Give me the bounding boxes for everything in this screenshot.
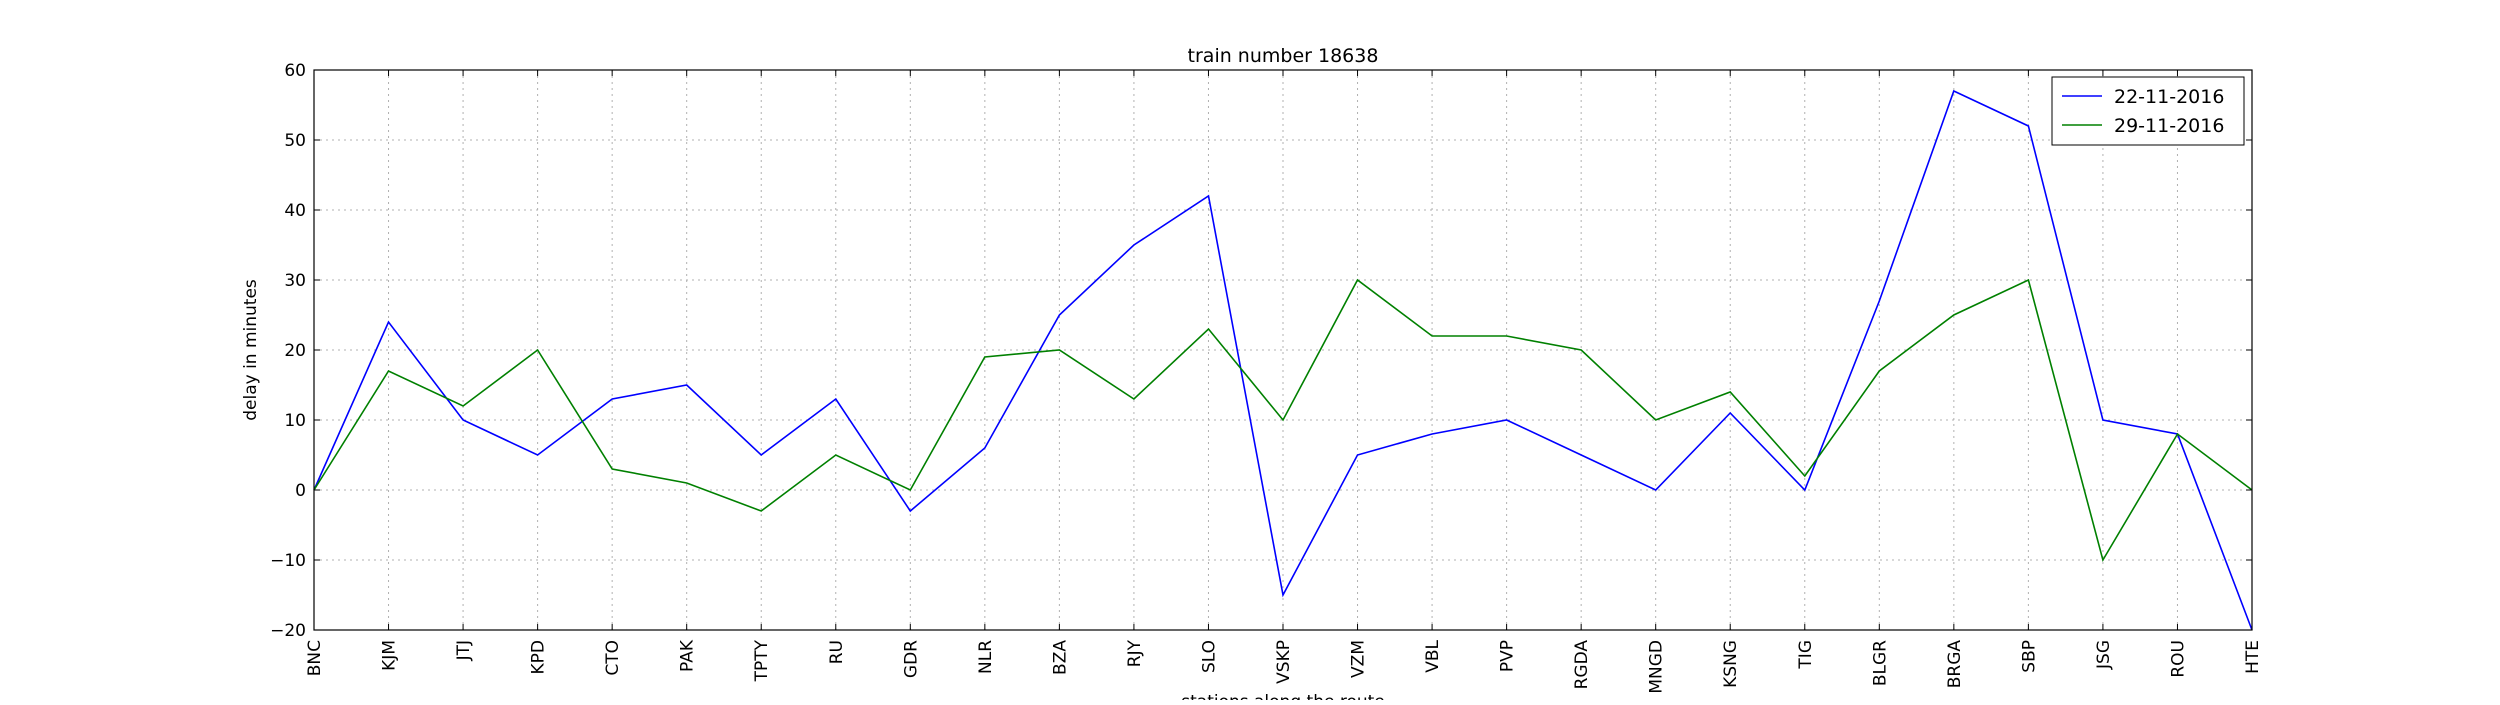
x-axis-label: stations along the route [1181,692,1385,700]
x-tick-label: GDR [901,640,921,678]
legend: 22-11-2016 29-11-2016 [2051,76,2245,146]
x-tick-label: BNC [305,640,325,676]
x-tick-label: RU [827,640,847,664]
x-tick-label: SLO [1199,640,1219,673]
y-tick-label: −10 [270,551,306,571]
x-tick-label: TIG [1796,640,1816,670]
y-axis-label: delay in minutes [241,279,261,421]
x-tick-label: RGDA [1572,640,1592,690]
x-tick-label: MNGD [1647,640,1667,694]
x-tick-label: KPD [529,640,549,675]
x-tick-label: JTJ [454,640,474,661]
y-tick-label: 30 [284,271,306,291]
grid [313,69,2253,631]
x-tick-label: JSG [2094,640,2114,670]
ticks: BNC KJM JTJ KPD CTO PAK TPTY RU GDR NLR BZA RJY SLO V… [270,61,2263,694]
chart-title: train number 18638 [1188,45,1379,67]
x-tick-label: VBL [1423,639,1443,672]
x-tick-label: NLR [976,640,996,674]
x-tick-label: RJY [1125,639,1145,667]
series-line [313,278,2253,563]
x-tick-label: TPTY [752,639,772,682]
x-tick-label: BLGR [1870,640,1890,686]
y-tick-label: 60 [284,61,306,81]
y-tick-label: −20 [270,621,306,641]
x-tick-label: PAK [678,639,698,672]
x-tick-label: BRGA [1945,640,1965,689]
x-tick-label: SBP [2019,640,2039,673]
x-tick-label: VSKP [1274,640,1294,684]
x-tick-label: PVP [1498,640,1518,672]
legend-label: 22-11-2016 [2114,86,2224,108]
y-tick-label: 20 [284,341,306,361]
y-tick-label: 50 [284,131,306,151]
series-line [313,89,2253,631]
y-tick-label: 10 [284,411,306,431]
x-tick-label: KSNG [1721,640,1741,688]
legend-label: 29-11-2016 [2114,115,2224,137]
y-tick-label: 0 [295,481,306,501]
series-lines [313,89,2253,631]
x-tick-label: VZM [1349,640,1369,678]
x-tick-label: CTO [603,640,623,676]
y-tick-label: 40 [284,201,306,221]
x-tick-label: BZA [1050,640,1070,675]
legend-box [2051,76,2245,146]
x-tick-label: HTE [2243,640,2263,674]
x-tick-label: KJM [380,640,400,671]
x-tick-label: ROU [2168,640,2188,678]
